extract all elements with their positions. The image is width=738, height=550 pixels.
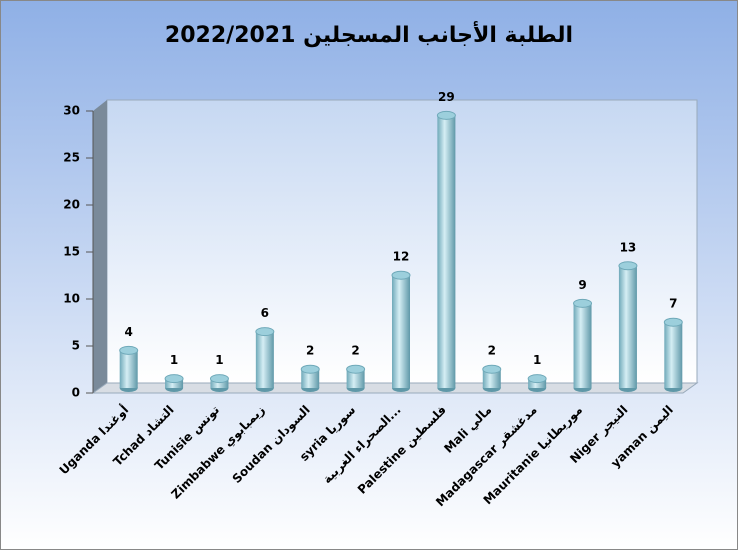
bar-part xyxy=(618,265,637,388)
bar xyxy=(209,374,229,392)
bar-part xyxy=(573,303,592,388)
bar xyxy=(573,298,593,392)
bar-part xyxy=(346,364,366,374)
bar xyxy=(527,374,547,392)
bar-part xyxy=(165,378,184,388)
bar-part xyxy=(346,369,365,388)
bar-part xyxy=(210,378,229,388)
y-tick-label: 0 xyxy=(72,386,80,400)
bar xyxy=(300,364,320,392)
bar-part xyxy=(255,331,274,388)
bar-part xyxy=(255,327,275,337)
bar xyxy=(482,364,502,392)
bar-part xyxy=(528,378,547,388)
data-label: 4 xyxy=(125,325,133,339)
data-label: 1 xyxy=(215,353,223,367)
bar-part xyxy=(437,115,456,389)
bar-part xyxy=(119,350,138,388)
bar-part xyxy=(482,369,501,388)
data-label: 2 xyxy=(306,344,314,358)
y-tick-label: 25 xyxy=(63,151,80,165)
data-label: 9 xyxy=(578,278,586,292)
bar-part xyxy=(391,270,411,280)
bar-part xyxy=(527,374,547,384)
data-label: 2 xyxy=(351,344,359,358)
data-label: 6 xyxy=(261,306,269,320)
bar xyxy=(436,110,456,392)
bar-part xyxy=(663,317,683,327)
data-label: 2 xyxy=(488,344,496,358)
bar-part xyxy=(573,298,593,308)
bar xyxy=(391,270,411,392)
bar-part xyxy=(618,261,638,271)
data-label: 1 xyxy=(170,353,178,367)
bar-part xyxy=(392,275,410,388)
y-tick-label: 15 xyxy=(63,245,80,259)
bar xyxy=(346,364,366,392)
y-tick-label: 30 xyxy=(63,104,80,118)
bar-part xyxy=(436,110,456,120)
bar xyxy=(119,345,139,392)
bar-part xyxy=(664,322,683,388)
data-label: 7 xyxy=(669,297,677,311)
bar xyxy=(663,317,683,392)
bar xyxy=(255,327,275,392)
bar-part xyxy=(164,374,184,384)
bar-part xyxy=(482,364,502,374)
bar-part xyxy=(119,345,139,355)
data-label: 1 xyxy=(533,353,541,367)
side-wall xyxy=(93,100,107,393)
y-tick-label: 20 xyxy=(63,198,80,212)
bar-part xyxy=(301,369,320,388)
data-label: 12 xyxy=(393,250,410,264)
bar-part xyxy=(209,374,229,384)
chart-title: الطلبة الأجانب المسجلين 2022/2021 xyxy=(165,20,573,48)
bar xyxy=(164,374,184,392)
data-label: 29 xyxy=(438,90,455,104)
bar-part xyxy=(300,364,320,374)
y-tick-label: 5 xyxy=(72,339,80,353)
y-tick-label: 10 xyxy=(63,292,80,306)
bar xyxy=(618,261,638,392)
data-label: 13 xyxy=(620,240,637,254)
